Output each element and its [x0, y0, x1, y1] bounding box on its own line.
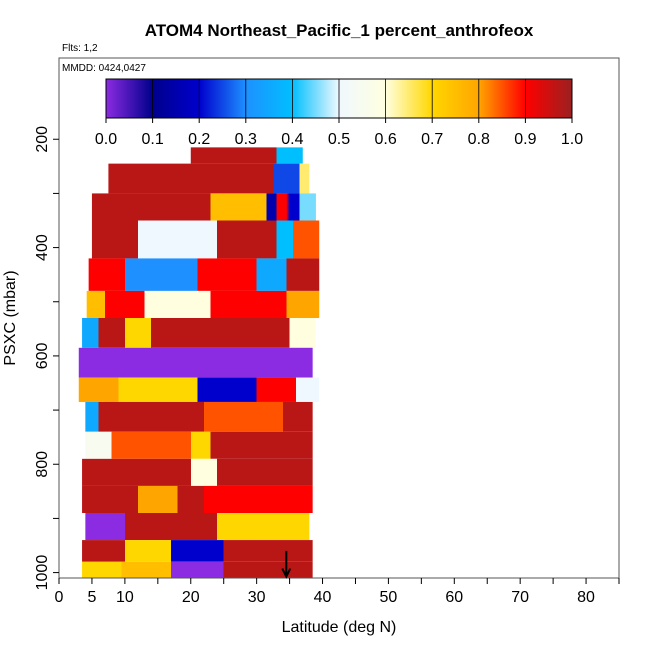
heatmap-band [82, 561, 313, 578]
colorbar-tick-label: 0.1 [141, 131, 163, 148]
x-tick-label: 60 [445, 589, 463, 606]
chart-title: ATOM4 Northeast_Pacific_1 percent_anthro… [145, 21, 534, 40]
heatmap-band [78, 377, 320, 402]
y-tick-label: 800 [34, 451, 51, 478]
x-tick-label: 30 [248, 589, 266, 606]
location-marker [281, 550, 292, 579]
x-tick-label: 50 [380, 589, 398, 606]
colorbar-tick-label: 0.5 [328, 131, 350, 148]
heatmap-band [82, 458, 313, 486]
flights-label: Flts: 1,2 [62, 43, 98, 54]
plot-frame [58, 57, 620, 579]
y-axis: 200 400 600 800 1000 [34, 126, 59, 591]
heatmap-band [108, 163, 310, 194]
marker-arrow-icon [281, 568, 292, 579]
x-tick-label: 80 [577, 589, 595, 606]
x-tick-label: 0 [55, 589, 64, 606]
y-tick-label: 400 [34, 234, 51, 261]
x-tick-label: 5 [87, 589, 96, 606]
colorbar-tick-label: 0.9 [514, 131, 536, 148]
heatmap-band [85, 431, 313, 459]
heatmap-band [91, 193, 316, 221]
y-axis-label: PSXC (mbar) [2, 270, 19, 365]
heatmap-band [82, 485, 313, 513]
heatmap-band [78, 347, 313, 378]
heatmap-band [82, 540, 313, 562]
x-axis-label: Latitude (deg N) [282, 619, 397, 636]
heatmap-band [86, 290, 320, 318]
x-tick-label: 70 [511, 589, 529, 606]
colorbar-tick-label: 0.2 [188, 131, 210, 148]
x-axis: 0 5 10 20 30 40 50 60 70 80 [55, 578, 620, 606]
heatmap-band [190, 147, 303, 164]
colorbar-tick-label: 0.0 [95, 131, 117, 148]
heatmap-bands [78, 147, 320, 578]
heatmap-band [85, 513, 310, 541]
heatmap-band [82, 318, 316, 348]
colorbar-tick-label: 1.0 [561, 131, 583, 148]
y-tick-label: 1000 [34, 555, 51, 591]
heatmap-band [85, 401, 313, 432]
x-tick-label: 40 [314, 589, 332, 606]
colorbar-tick-label: 0.7 [421, 131, 443, 148]
colorbar: 0.0 0.1 0.2 0.3 0.4 0.5 0.6 0.7 0.8 0.9 1.0 [95, 78, 583, 148]
colorbar-tick-label: 0.3 [235, 131, 257, 148]
colorbar-tick-label: 0.6 [374, 131, 396, 148]
x-tick-label: 10 [116, 589, 134, 606]
x-tick-label: 20 [182, 589, 200, 606]
heatmap-band [88, 258, 320, 291]
y-tick-label: 600 [34, 342, 51, 369]
colorbar-tick-label: 0.4 [281, 131, 303, 148]
colorbar-tick-label: 0.8 [468, 131, 490, 148]
heatmap-band [91, 220, 320, 259]
y-tick-label: 200 [34, 126, 51, 153]
dates-label: MMDD: 0424,0427 [62, 63, 146, 74]
